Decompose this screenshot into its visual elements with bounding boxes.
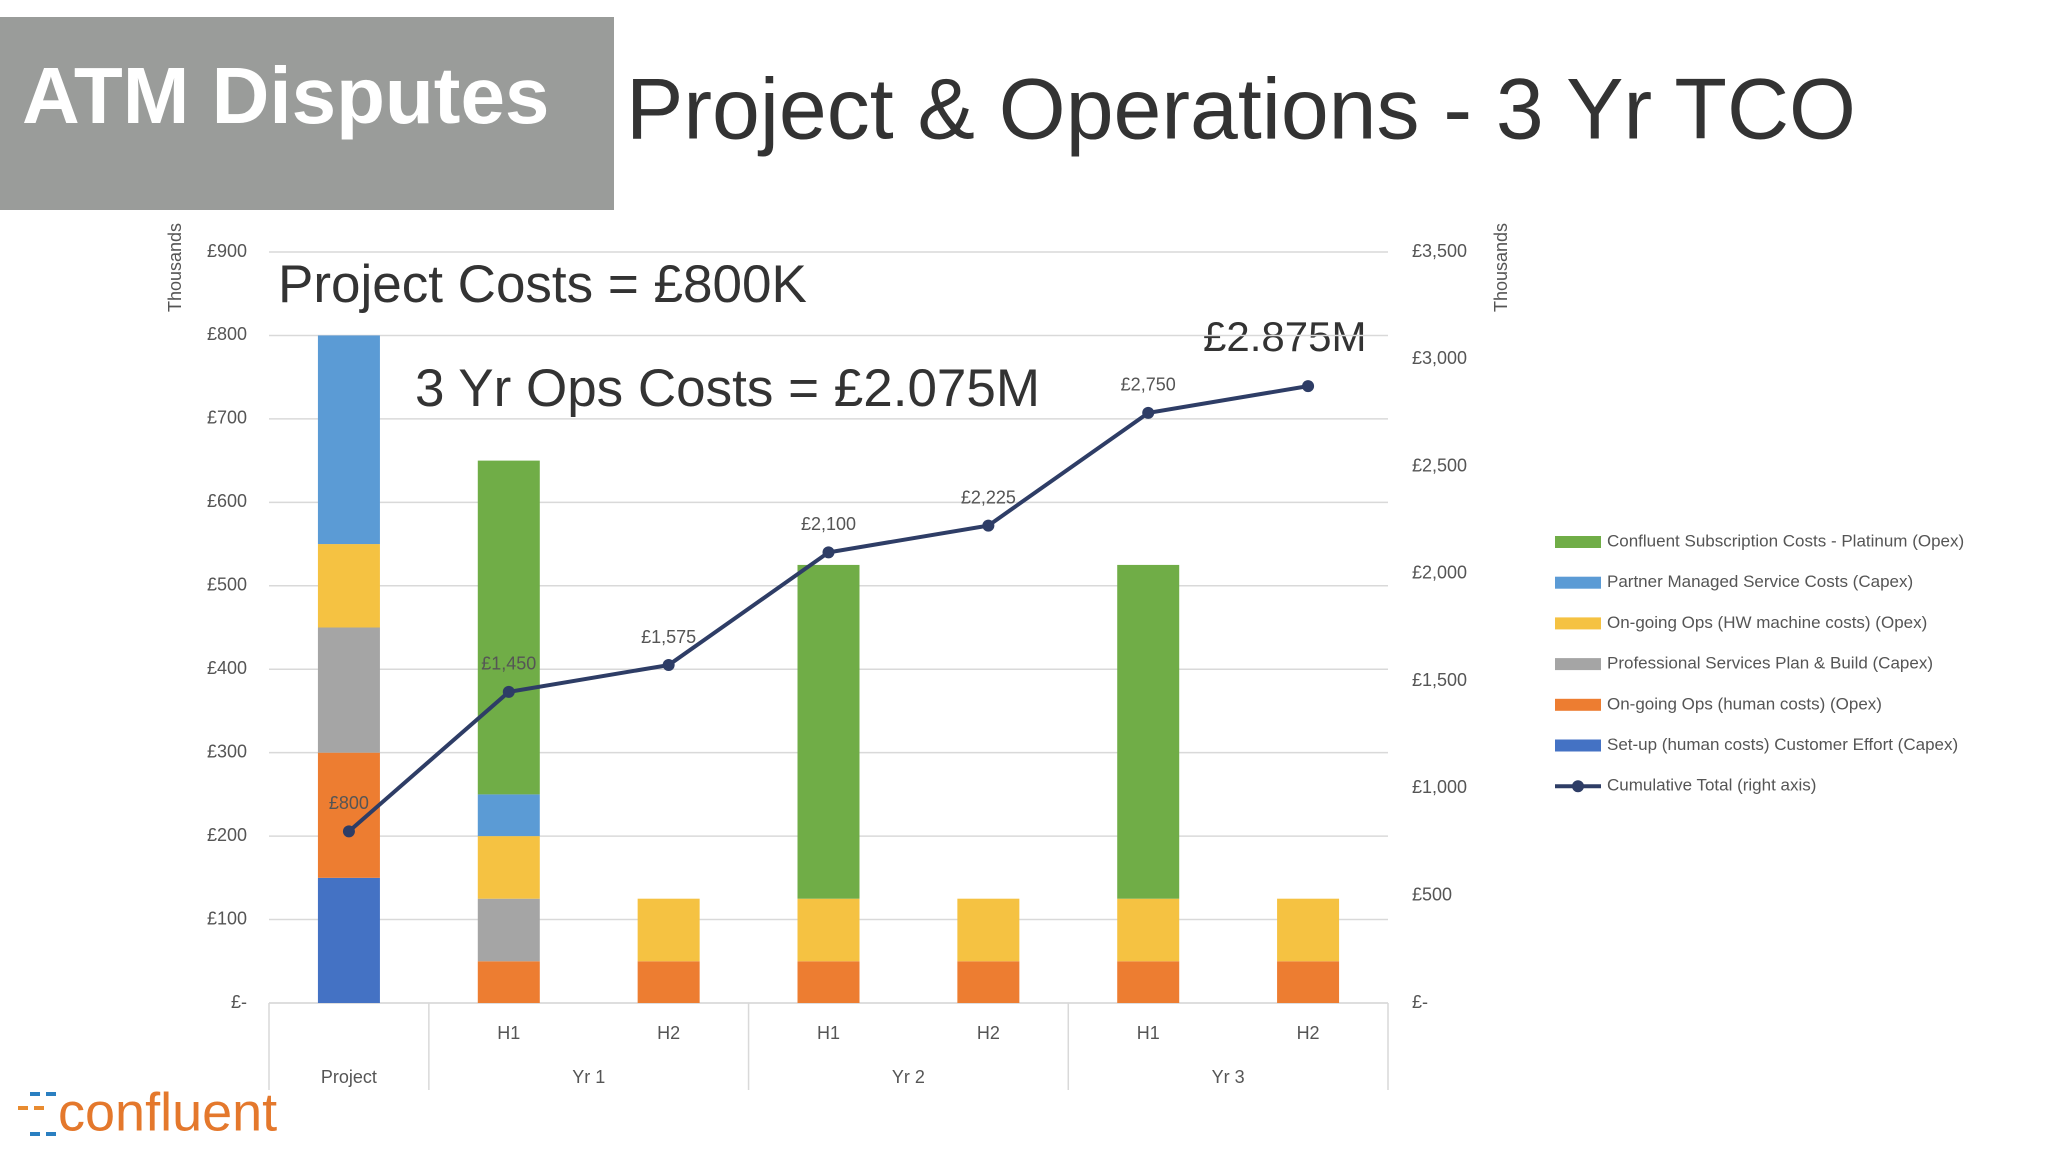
y2-tick-label: £3,000	[1412, 348, 1467, 368]
x-tick-label: H2	[657, 1023, 680, 1043]
x-tick-label: H1	[1137, 1023, 1160, 1043]
line-point	[502, 685, 515, 698]
header-tag: ATM Disputes	[22, 51, 549, 140]
data-label: £1,450	[481, 654, 536, 674]
legend-swatch	[1555, 739, 1601, 752]
bar-segment	[317, 877, 380, 1003]
bar-segment	[1117, 961, 1180, 1003]
line-point	[982, 519, 995, 532]
legend-swatch	[1555, 617, 1601, 630]
legend-swatch	[1555, 536, 1601, 548]
y-tick-label: £600	[207, 491, 247, 511]
bar-segment	[477, 961, 540, 1003]
legend-swatch	[1555, 658, 1601, 671]
x-group-label: Yr 1	[572, 1067, 605, 1087]
bar-segment	[797, 961, 860, 1003]
legend-label: Professional Services Plan & Build (Cape…	[1607, 654, 1933, 673]
line-point	[822, 546, 835, 559]
bar-segment	[637, 961, 700, 1003]
legend-swatch	[1555, 576, 1601, 589]
logo-text: confluent	[58, 1082, 277, 1142]
x-group-label: Yr 2	[892, 1067, 925, 1087]
x-tick-label: H1	[497, 1023, 520, 1043]
x-group-label: Yr 3	[1212, 1067, 1245, 1087]
logo: confluent	[18, 1082, 277, 1142]
annotation: £2.875M	[1203, 313, 1366, 360]
bar-segment	[1277, 961, 1340, 1003]
y2-axis-title: Thousands	[1491, 223, 1511, 312]
x-tick-label: Project	[321, 1067, 377, 1087]
annotation: 3 Yr Ops Costs = £2.075M	[415, 359, 1040, 418]
line-point	[1142, 406, 1155, 419]
bar-segment	[637, 898, 700, 962]
data-label: £2,750	[1121, 375, 1176, 395]
y2-tick-label: £2,500	[1412, 455, 1467, 475]
x-tick-label: H2	[977, 1023, 1000, 1043]
x-tick-label: H2	[1297, 1023, 1320, 1043]
bar-segment	[1277, 898, 1340, 962]
bar-segment	[797, 564, 860, 899]
data-label: £2,100	[801, 514, 856, 534]
y-tick-label: £700	[207, 408, 247, 428]
y-tick-label: £800	[207, 324, 247, 344]
line-point	[662, 659, 675, 672]
data-label: £2,225	[961, 487, 1016, 507]
bar-segment	[477, 836, 540, 899]
bar-segment	[317, 752, 380, 878]
y-tick-label: £100	[207, 908, 247, 928]
data-label: £1,575	[641, 627, 696, 647]
legend-swatch	[1572, 780, 1584, 793]
legend-label: Partner Managed Service Costs (Capex)	[1607, 572, 1913, 591]
slide-title: Project & Operations - 3 Yr TCO	[626, 62, 1856, 158]
bar-segment	[797, 898, 860, 962]
y2-tick-label: £1,500	[1412, 670, 1467, 690]
bar-segment	[317, 627, 380, 753]
legend-label: On-going Ops (HW machine costs) (Opex)	[1607, 613, 1927, 632]
line-point	[342, 825, 355, 838]
y2-tick-label: £500	[1412, 884, 1452, 904]
y-tick-label: £-	[231, 992, 247, 1012]
y2-tick-label: £2,000	[1412, 563, 1467, 583]
y-tick-label: £400	[207, 658, 247, 678]
line-point	[1302, 380, 1315, 393]
x-tick-label: H1	[817, 1023, 840, 1043]
y2-tick-label: £-	[1412, 992, 1428, 1012]
data-label: £800	[329, 793, 369, 813]
bar-segment	[477, 794, 540, 837]
y-tick-label: £200	[207, 825, 247, 845]
legend-label: Confluent Subscription Costs - Platinum …	[1607, 531, 1964, 550]
y-axis-title: Thousands	[165, 223, 185, 312]
legend-label: Cumulative Total (right axis)	[1607, 776, 1816, 795]
legend-label: On-going Ops (human costs) (Opex)	[1607, 694, 1882, 713]
bar-segment	[317, 335, 380, 545]
legend-swatch	[1555, 698, 1601, 711]
annotation: Project Costs = £800K	[278, 255, 807, 314]
y2-tick-label: £3,500	[1412, 241, 1467, 261]
bar-segment	[1117, 898, 1180, 962]
y-tick-label: £900	[207, 241, 247, 261]
bar-segment	[477, 460, 540, 795]
bar-segment	[957, 961, 1020, 1003]
legend-label: Set-up (human costs) Customer Effort (Ca…	[1607, 735, 1958, 754]
bar-segment	[1117, 564, 1180, 899]
bar-segment	[317, 544, 380, 628]
header-box	[0, 17, 614, 210]
bar-segment	[477, 898, 540, 962]
y2-tick-label: £1,000	[1412, 777, 1467, 797]
y-tick-label: £500	[207, 575, 247, 595]
bar-segment	[957, 898, 1020, 962]
y-tick-label: £300	[207, 741, 247, 761]
